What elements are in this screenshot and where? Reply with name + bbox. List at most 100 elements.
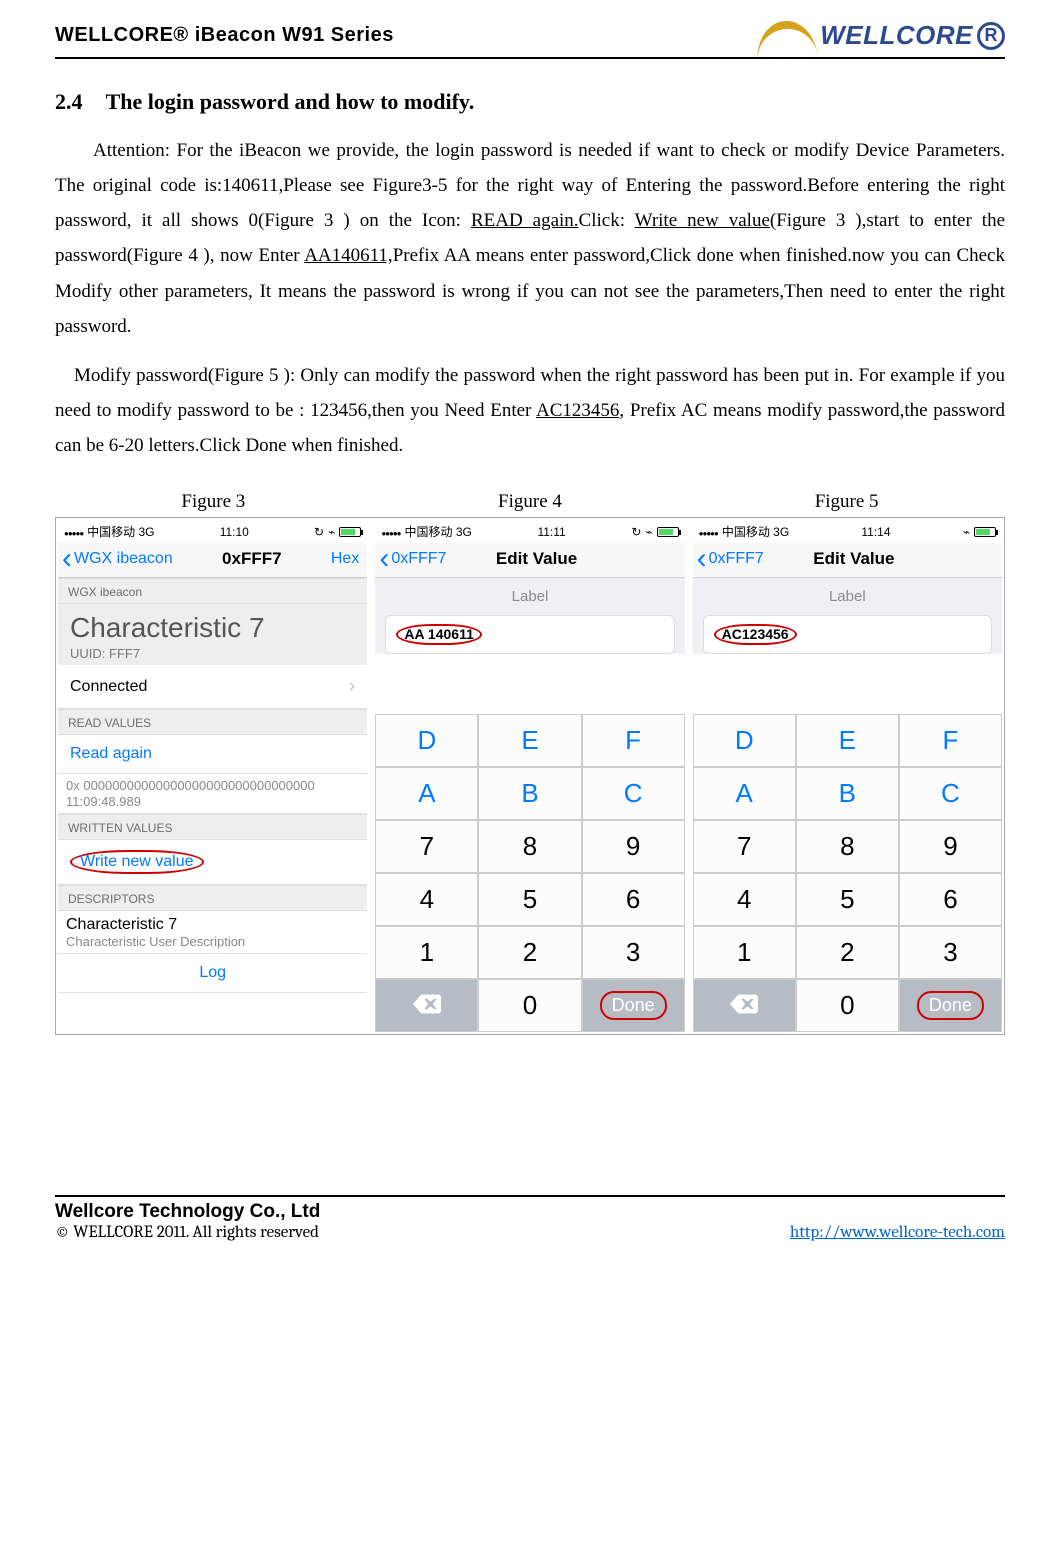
desc-title: Characteristic 7 [66, 915, 359, 934]
nav-title: Edit Value [813, 549, 894, 569]
key-3[interactable]: 3 [899, 926, 1002, 979]
back-button[interactable]: 0xFFF7 [697, 550, 764, 568]
key-8[interactable]: 8 [796, 820, 899, 873]
key-d[interactable]: D [375, 714, 478, 767]
logo-swoosh-icon [756, 21, 816, 51]
battery-icon [657, 527, 679, 537]
nav-bar: WGX ibeacon 0xFFF7 Hex [58, 543, 367, 578]
key-9[interactable]: 9 [582, 820, 685, 873]
backspace-icon [730, 994, 758, 1014]
figure-5-label: Figure 5 [815, 491, 879, 513]
label-header: Label [693, 578, 1002, 609]
doc-header: WELLCORE® iBeacon W91 Series WELLCORE R [55, 20, 1005, 59]
website-link[interactable]: http://www.wellcore-tech.com [790, 1223, 1005, 1242]
back-button[interactable]: WGX ibeacon [62, 550, 173, 568]
key-7[interactable]: 7 [693, 820, 796, 873]
key-f[interactable]: F [582, 714, 685, 767]
paragraph-2: Modify password(Figure 5 ): Only can mod… [55, 358, 1005, 463]
key-6[interactable]: 6 [582, 873, 685, 926]
key-5[interactable]: 5 [796, 873, 899, 926]
key-d[interactable]: D [693, 714, 796, 767]
p1-text2: Click: [579, 210, 635, 231]
nav-title: 0xFFF7 [222, 549, 282, 569]
status-bar: 中国移动 3G 11:14 ⌁ [693, 520, 1002, 543]
done-circled: Done [917, 991, 984, 1020]
refresh-icon: ↻ [631, 525, 641, 539]
key-5[interactable]: 5 [478, 873, 581, 926]
section-number: 2.4 [55, 89, 83, 114]
doc-footer: Wellcore Technology Co., Ltd © WELLCORE … [55, 1195, 1005, 1242]
brand-logo: WELLCORE R [756, 20, 1005, 51]
input-value-circled: AA 140611 [396, 624, 482, 645]
key-6[interactable]: 6 [899, 873, 1002, 926]
figure-5-screenshot: 中国移动 3G 11:14 ⌁ 0xFFF7 Edit Value Label … [693, 520, 1002, 1032]
carrier-label: 中国移动 3G [87, 523, 154, 540]
log-button[interactable]: Log [58, 954, 367, 993]
key-1[interactable]: 1 [693, 926, 796, 979]
key-e[interactable]: E [478, 714, 581, 767]
nav-bar: 0xFFF7 Edit Value [693, 543, 1002, 578]
key-f[interactable]: F [899, 714, 1002, 767]
clock-label: 11:11 [537, 525, 565, 539]
section-heading: The login password and how to modify. [106, 89, 475, 114]
hex-keypad: D E F A B C 7 8 9 4 5 6 1 2 3 0 [693, 714, 1002, 1032]
status-bar: 中国移动 3G 11:11 ↻ ⌁ [375, 520, 684, 543]
key-4[interactable]: 4 [375, 873, 478, 926]
disclosure-icon: › [349, 675, 356, 698]
key-c[interactable]: C [899, 767, 1002, 820]
backspace-key[interactable] [693, 979, 796, 1032]
back-label: 0xFFF7 [391, 550, 446, 568]
key-4[interactable]: 4 [693, 873, 796, 926]
write-new-value-cell[interactable]: Write new value [58, 840, 367, 884]
backspace-key[interactable] [375, 979, 478, 1032]
section-title: 2.4 The login password and how to modify… [55, 89, 1005, 115]
key-8[interactable]: 8 [478, 820, 581, 873]
key-a[interactable]: A [375, 767, 478, 820]
key-3[interactable]: 3 [582, 926, 685, 979]
key-1[interactable]: 1 [375, 926, 478, 979]
value-input[interactable]: AC123456 [703, 615, 992, 654]
key-7[interactable]: 7 [375, 820, 478, 873]
key-0[interactable]: 0 [796, 979, 899, 1032]
desc-sub: Characteristic User Description [66, 934, 359, 950]
clock-label: 11:10 [220, 525, 249, 539]
clock-label: 11:14 [861, 525, 890, 539]
back-label: 0xFFF7 [709, 550, 764, 568]
read-values-header: READ VALUES [58, 709, 367, 735]
p1-underline-write-new: Write new value [635, 210, 770, 231]
p1-underline-read-again: READ again. [471, 210, 579, 231]
back-button[interactable]: 0xFFF7 [379, 550, 446, 568]
bluetooth-icon: ⌁ [963, 525, 970, 539]
hex-value: 0x 00000000000000000000000000000000 [66, 778, 359, 794]
key-b[interactable]: B [478, 767, 581, 820]
key-0[interactable]: 0 [478, 979, 581, 1032]
done-key[interactable]: Done [582, 979, 685, 1032]
figure-3-screenshot: 中国移动 3G 11:10 ↻ ⌁ WGX ibeacon 0xFFF7 Hex… [58, 520, 367, 993]
key-e[interactable]: E [796, 714, 899, 767]
key-a[interactable]: A [693, 767, 796, 820]
label-header: Label [375, 578, 684, 609]
done-key[interactable]: Done [899, 979, 1002, 1032]
value-input[interactable]: AA 140611 [385, 615, 674, 654]
write-new-value-circled: Write new value [70, 850, 204, 873]
key-2[interactable]: 2 [796, 926, 899, 979]
product-line: WELLCORE® iBeacon W91 Series [55, 24, 394, 47]
nav-title: Edit Value [496, 549, 577, 569]
read-again-cell[interactable]: Read again [58, 735, 367, 774]
hex-value-cell: 0x 00000000000000000000000000000000 11:0… [58, 774, 367, 814]
signal-dots-icon [64, 525, 83, 539]
nav-bar: 0xFFF7 Edit Value [375, 543, 684, 578]
key-b[interactable]: B [796, 767, 899, 820]
done-circled: Done [600, 991, 667, 1020]
brand-text: WELLCORE [820, 20, 973, 51]
characteristic-title: Characteristic 7 [58, 604, 367, 646]
hex-keypad: D E F A B C 7 8 9 4 5 6 1 2 3 0 [375, 714, 684, 1032]
signal-dots-icon [699, 525, 718, 539]
key-9[interactable]: 9 [899, 820, 1002, 873]
key-2[interactable]: 2 [478, 926, 581, 979]
key-c[interactable]: C [582, 767, 685, 820]
figure-3-label: Figure 3 [181, 491, 245, 513]
backspace-icon [413, 994, 441, 1014]
paragraph-1: Attention: For the iBeacon we provide, t… [55, 133, 1005, 344]
hex-button[interactable]: Hex [331, 550, 359, 568]
